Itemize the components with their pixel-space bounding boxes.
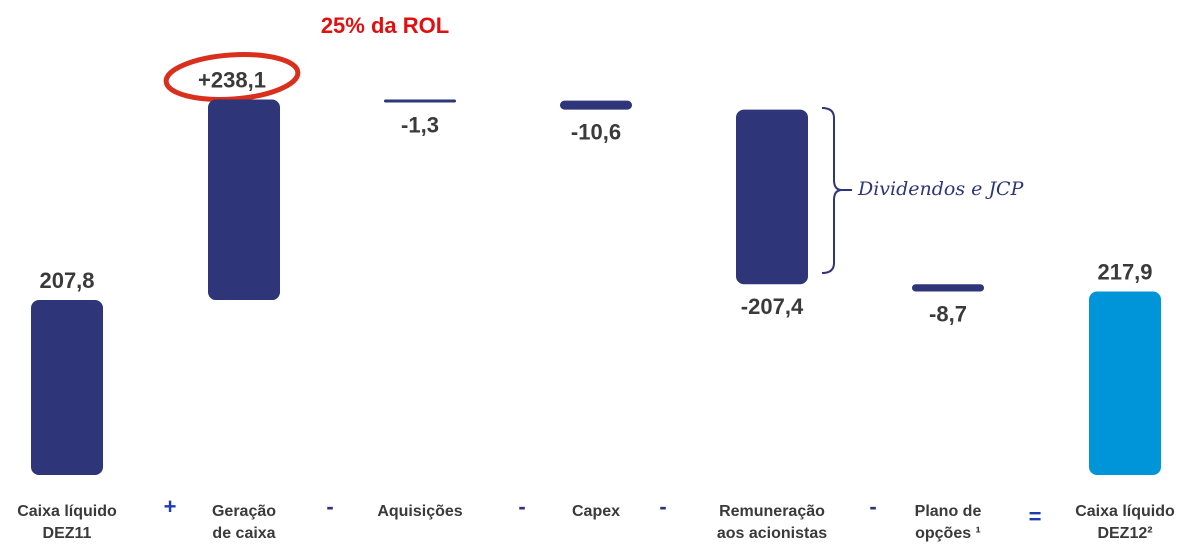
x-tick-label: Caixa líquido bbox=[1075, 503, 1175, 520]
x-tick-label: de caixa bbox=[212, 525, 275, 542]
bar bbox=[31, 300, 103, 475]
bar bbox=[912, 284, 984, 292]
bar bbox=[208, 99, 280, 301]
x-tick-label: Capex bbox=[572, 503, 620, 520]
value-label: -207,4 bbox=[741, 294, 804, 319]
value-label: -8,7 bbox=[929, 301, 967, 326]
bracket bbox=[821, 107, 843, 274]
x-tick-label: Aquisições bbox=[377, 503, 462, 520]
value-label: 207,8 bbox=[39, 268, 94, 293]
operator: - bbox=[518, 494, 525, 519]
x-tick-label: opções ¹ bbox=[915, 525, 981, 542]
x-tick-label: Geração bbox=[212, 503, 276, 520]
value-label: +238,1 bbox=[198, 67, 266, 92]
bar bbox=[384, 99, 456, 103]
value-label: 217,9 bbox=[1097, 259, 1152, 284]
x-tick-label: Plano de bbox=[915, 503, 982, 520]
x-tick-label: DEZ11 bbox=[43, 525, 92, 542]
x-tick-label: aos acionistas bbox=[717, 525, 827, 542]
value-label: -1,3 bbox=[401, 112, 439, 137]
highlight-ellipse bbox=[163, 52, 301, 102]
operator: - bbox=[869, 494, 876, 519]
value-label: -10,6 bbox=[571, 119, 621, 144]
bar bbox=[736, 109, 808, 285]
x-tick-label: Caixa líquido bbox=[17, 503, 117, 520]
operator: - bbox=[326, 494, 333, 519]
operator: = bbox=[1029, 504, 1042, 529]
bar bbox=[560, 100, 632, 110]
operator: + bbox=[164, 494, 177, 519]
operator: - bbox=[659, 494, 666, 519]
x-tick-label: DEZ12² bbox=[1097, 525, 1152, 542]
x-tick-label: Remuneração bbox=[719, 503, 825, 520]
annotation: Dividendos e JCP bbox=[857, 178, 1025, 200]
bar bbox=[1089, 291, 1161, 475]
annotation: 25% da ROL bbox=[321, 13, 449, 38]
